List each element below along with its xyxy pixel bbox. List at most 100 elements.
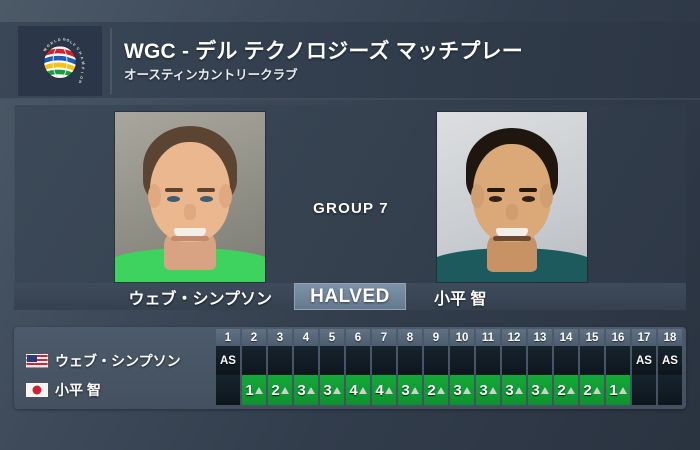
hole-number-cell: 3 (268, 329, 292, 346)
player1-score-cell (424, 346, 448, 375)
scorecard-panel: 1 2 3 4 5 6 7 8 9 10 11 12 13 14 15 16 17 18 ウェブ・シンプソン AS… (14, 327, 686, 409)
player2-brow-left (487, 188, 505, 192)
hole-number-cell: 4 (294, 329, 318, 346)
player1-score-cell (580, 346, 604, 375)
svg-text:I: I (80, 72, 84, 73)
player2-score-cell (658, 375, 682, 405)
jp-flag-icon (26, 383, 48, 397)
player2-score-cell: 3 (502, 375, 526, 405)
result-text: HALVED (310, 285, 390, 307)
hole-number-cell: 15 (580, 329, 604, 346)
svg-text:G: G (63, 38, 66, 42)
svg-text:L: L (54, 39, 58, 44)
svg-text:O: O (66, 38, 70, 42)
player2-brow-right (519, 188, 537, 192)
svg-text:A: A (79, 56, 84, 61)
player1-photo (115, 112, 265, 282)
player1-score-cell (476, 346, 500, 375)
score-value: 1 (609, 381, 618, 399)
player2-score-cell (632, 375, 656, 405)
player2-score-cell: 3 (320, 375, 344, 405)
player2-score-cell: 3 (528, 375, 552, 405)
svg-text:O: O (79, 76, 83, 79)
tournament-title: WGC - デル テクノロジーズ マッチプレー (124, 39, 523, 63)
scorecard-hole-header-row: 1 2 3 4 5 6 7 8 9 10 11 12 13 14 15 16 17 18 (16, 329, 684, 346)
player1-score-cell (606, 346, 630, 375)
header-titles: WGC - デル テクノロジーズ マッチプレー オースティンカントリークラブ (120, 22, 523, 100)
player2-score-cell: 2 (554, 375, 578, 405)
svg-text:M: M (81, 61, 86, 65)
player2-ear-left (471, 184, 484, 208)
svg-text:R: R (50, 41, 55, 46)
up-triangle-icon (462, 386, 471, 394)
player2-nose (506, 204, 518, 220)
player2-score-cell: 4 (346, 375, 370, 405)
score-value: 1 (245, 381, 254, 399)
hole-number-cell: 6 (346, 329, 370, 346)
player1-brow-right (197, 188, 215, 192)
player2-eye-left (489, 196, 502, 202)
header-divider (110, 28, 112, 94)
up-triangle-icon (618, 386, 627, 394)
hole-number-cell: 7 (372, 329, 396, 346)
score-value: 2 (557, 381, 566, 399)
score-value: 2 (271, 381, 280, 399)
score-value: 4 (375, 381, 384, 399)
player1-row-label: ウェブ・シンプソン (16, 346, 216, 375)
scorecard-player1-row: ウェブ・シンプソン AS AS AS (16, 346, 684, 375)
up-triangle-icon (280, 386, 289, 394)
player1-score-cell (242, 346, 266, 375)
match-result-badge: HALVED (294, 283, 406, 310)
up-triangle-icon (592, 386, 601, 394)
hole-number-cell: 10 (450, 329, 474, 346)
player2-ear-right (540, 184, 553, 208)
player1-ear-left (148, 184, 161, 208)
player2-score-cell: 3 (476, 375, 500, 405)
svg-text:W: W (43, 47, 49, 53)
wgc-globe-icon: W O R L D G O L F C H A M P I O N (43, 38, 86, 84)
player2-score-cell: 1 (606, 375, 630, 405)
player2-eye-right (522, 196, 535, 202)
player2-mouth (496, 228, 528, 237)
up-triangle-icon (540, 386, 549, 394)
score-value: 2 (427, 381, 436, 399)
score-value: 4 (349, 381, 358, 399)
player1-eye-left (167, 196, 180, 202)
player1-score-cell (398, 346, 422, 375)
score-value: 3 (323, 381, 332, 399)
score-value: 3 (505, 381, 514, 399)
up-triangle-icon (306, 386, 315, 394)
player1-ear-right (219, 184, 232, 208)
player1-score-cell (502, 346, 526, 375)
player1-name-plate: ウェブ・シンプソン (14, 283, 294, 310)
player2-score-cell: 3 (294, 375, 318, 405)
header-bar: W O R L D G O L F C H A M P I O N WGC - … (0, 22, 700, 100)
score-value: 2 (583, 381, 592, 399)
hole-number-cell: 9 (424, 329, 448, 346)
player2-score-cell: 2 (268, 375, 292, 405)
venue-subtitle: オースティンカントリークラブ (124, 67, 298, 82)
up-triangle-icon (566, 386, 575, 394)
player1-score-cell (346, 346, 370, 375)
hole-number-cell: 18 (658, 329, 682, 346)
player2-score-cell: 1 (242, 375, 266, 405)
svg-text:D: D (58, 38, 62, 43)
up-triangle-icon (436, 386, 445, 394)
hole-number-cell: 12 (502, 329, 526, 346)
score-value: 3 (453, 381, 462, 399)
hole-number-cell: 13 (528, 329, 552, 346)
player2-score-cell: 3 (450, 375, 474, 405)
player1-name: ウェブ・シンプソン (128, 290, 272, 308)
player1-score-cells: AS AS AS (216, 346, 684, 375)
svg-text:C: C (76, 46, 81, 51)
svg-text:H: H (78, 51, 83, 56)
player2-score-cell: 3 (398, 375, 422, 405)
player1-nose (184, 204, 196, 220)
up-triangle-icon (332, 386, 341, 394)
match-panel: GROUP 7 (14, 105, 686, 310)
score-value: 3 (479, 381, 488, 399)
group-label: GROUP 7 (313, 200, 389, 217)
player1-score-cell (294, 346, 318, 375)
